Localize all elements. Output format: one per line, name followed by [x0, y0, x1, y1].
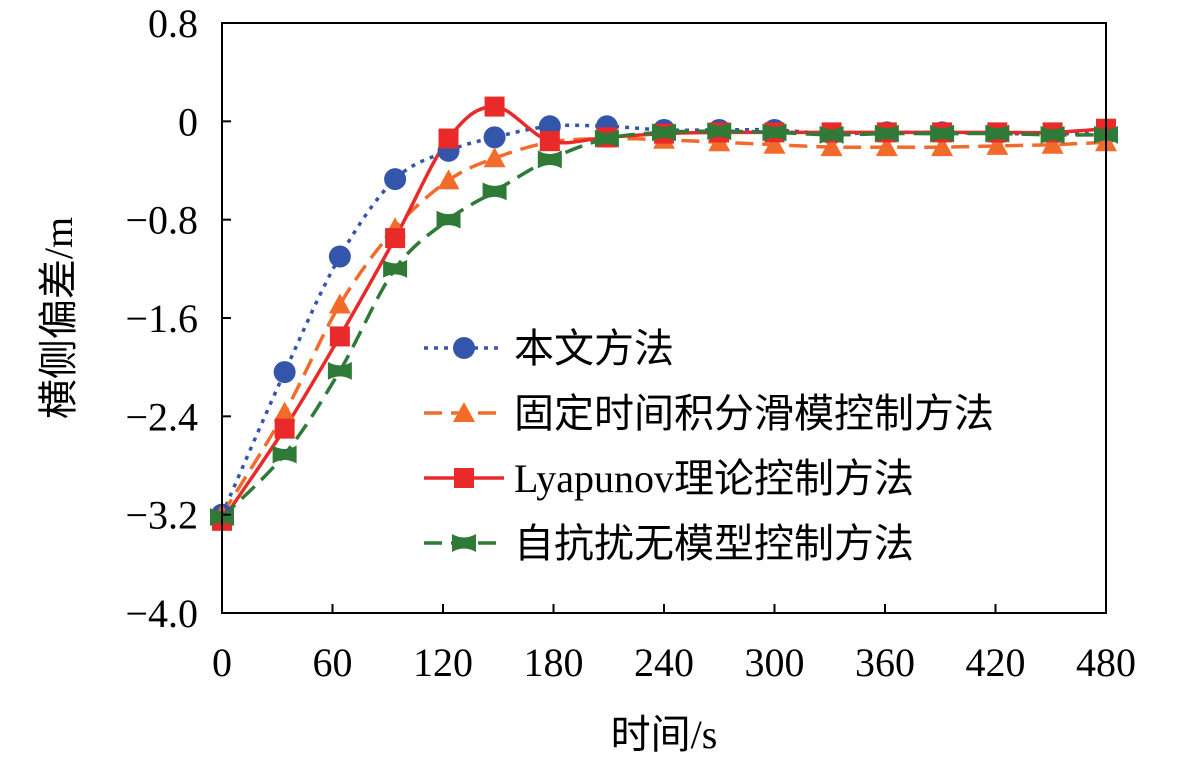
- legend-marker: [454, 468, 474, 488]
- x-tick-label: 60: [313, 640, 353, 685]
- series-1-point: [483, 126, 506, 149]
- x-tick-label: 180: [524, 640, 584, 685]
- legend-label: 自抗扰无模型控制方法: [514, 521, 914, 566]
- series-2-point: [437, 169, 460, 190]
- series-4-point: [1040, 125, 1065, 144]
- series-3-point: [329, 326, 350, 347]
- series-2-point: [875, 136, 898, 157]
- series-2-point: [483, 147, 506, 168]
- series-2-point: [1041, 133, 1064, 154]
- x-tick-label: 360: [855, 640, 915, 685]
- legend-label: 本文方法: [514, 326, 674, 371]
- x-tick-label: 300: [745, 640, 805, 685]
- y-tick-label: 0: [178, 99, 198, 144]
- series-4-point: [762, 123, 787, 142]
- series-4-point: [874, 124, 899, 143]
- series-4-point: [930, 124, 955, 143]
- x-tick-label: 480: [1076, 640, 1136, 685]
- legend-marker: [452, 534, 476, 552]
- series-4-point: [707, 122, 732, 141]
- series-2-point: [820, 136, 843, 157]
- series-3-point: [438, 128, 459, 149]
- x-axis: 0 60 120 180 240 300 360 420 480: [212, 604, 1136, 685]
- y-axis: 0.8 0 −0.8 −1.6 −2.4 −3.2 −4.0: [125, 1, 231, 636]
- legend-marker: [453, 402, 475, 422]
- y-tick-label: −4.0: [125, 591, 198, 636]
- legend-label: 固定时间积分滑模控制方法: [514, 391, 994, 436]
- y-axis-title: 横侧偏差/m: [36, 217, 81, 419]
- series-3-point: [539, 131, 560, 151]
- series-3-point: [274, 418, 295, 439]
- series-1-point: [328, 245, 351, 268]
- series-4-point: [819, 125, 844, 144]
- series-2-point: [931, 136, 954, 157]
- series-4-point: [272, 445, 297, 464]
- y-tick-label: −0.8: [125, 198, 198, 243]
- x-tick-label: 240: [634, 640, 694, 685]
- series-4-point: [436, 210, 461, 229]
- y-tick-label: −1.6: [125, 296, 198, 341]
- series-4-point: [594, 129, 619, 148]
- series-4-point: [537, 150, 562, 169]
- y-tick-label: −2.4: [125, 394, 198, 439]
- x-tick-label: 120: [413, 640, 473, 685]
- series-4-point: [482, 182, 507, 201]
- legend-item: 本文方法: [424, 326, 674, 371]
- legend-item: 固定时间积分滑模控制方法: [424, 391, 994, 436]
- series-2-point: [986, 134, 1009, 155]
- series-2-point: [763, 133, 786, 154]
- series-2-point: [273, 401, 296, 422]
- x-axis-title: 时间/s: [611, 712, 718, 757]
- legend-item: 自抗扰无模型控制方法: [424, 521, 914, 566]
- x-tick-label: 420: [966, 640, 1026, 685]
- legend-marker: [453, 337, 475, 359]
- y-tick-label: −3.2: [125, 493, 198, 538]
- x-tick-label: 0: [212, 640, 232, 685]
- series-3-point: [385, 228, 406, 249]
- series-2-point: [328, 293, 351, 314]
- legend-label: Lyapunov理论控制方法: [514, 456, 914, 501]
- series-1-point: [384, 168, 407, 191]
- series-4-point: [985, 124, 1010, 143]
- legend-item: Lyapunov理论控制方法: [424, 456, 914, 501]
- series-4-point: [383, 259, 408, 278]
- series-1-point: [273, 361, 296, 384]
- series-4-point: [652, 123, 676, 142]
- y-tick-label: 0.8: [148, 1, 198, 46]
- series-4-point: [327, 361, 352, 380]
- series-3-point: [484, 96, 505, 117]
